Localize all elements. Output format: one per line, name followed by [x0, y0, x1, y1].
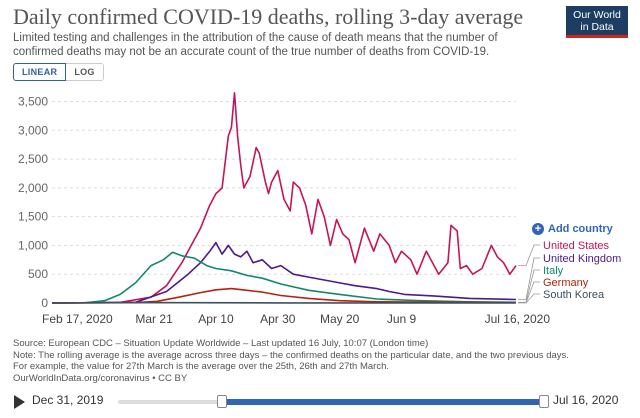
- owid-logo[interactable]: Our World in Data: [566, 6, 628, 38]
- legend-label-united-kingdom: United Kingdom: [543, 253, 621, 265]
- legend-label-south-korea: South Korea: [543, 289, 605, 301]
- series-line-germany: [51, 287, 517, 304]
- x-tick-label: Jun 9: [387, 312, 417, 326]
- chart-subtitle: Limited testing and challenges in the at…: [13, 32, 498, 58]
- linear-scale-button[interactable]: LINEAR: [13, 63, 67, 81]
- add-country-label: Add country: [548, 223, 613, 235]
- scale-toggle: LINEAR LOG: [13, 63, 104, 81]
- legend-label-germany: Germany: [543, 277, 589, 289]
- note-text-1: Note: The rolling average is the average…: [13, 349, 569, 361]
- legend-leader-line: [518, 269, 540, 303]
- y-tick-label: 3,000: [18, 123, 48, 137]
- x-tick-label: Apr 10: [198, 312, 234, 326]
- chart-footer: Source: European CDC – Situation Update …: [13, 338, 633, 384]
- y-tick-label: 1,500: [18, 210, 48, 224]
- x-tick-label: Mar 21: [135, 312, 173, 326]
- y-tick-label: 2,500: [18, 152, 48, 166]
- legend-leader-line: [518, 257, 540, 300]
- chart-title: Daily confirmed COVID-19 deaths, rolling…: [13, 4, 524, 29]
- timeline-end-handle[interactable]: [539, 395, 549, 408]
- series-line-italy: [51, 251, 517, 304]
- y-tick-label: 1,000: [18, 238, 48, 252]
- license-link[interactable]: OurWorldInData.org/coronavirus • CC BY: [13, 372, 188, 384]
- legend-label-italy: Italy: [543, 265, 564, 277]
- y-tick-label: 500: [28, 267, 48, 281]
- x-tick-label: Apr 30: [260, 312, 296, 326]
- series-line-united-kingdom: [51, 241, 517, 304]
- log-scale-button[interactable]: LOG: [66, 63, 104, 81]
- legend-label-united-states: United States: [543, 240, 610, 252]
- plus-icon: +: [532, 223, 544, 235]
- legend-leader-line: [518, 244, 540, 267]
- add-country-button[interactable]: + Add country: [532, 223, 613, 235]
- y-tick-label: 3,500: [18, 95, 48, 109]
- series-line-united-states: [51, 92, 517, 304]
- play-icon[interactable]: [14, 395, 25, 409]
- y-tick-label: 2,000: [18, 181, 48, 195]
- timeline-selected-range: [222, 399, 544, 405]
- logo-line-2: in Data: [580, 21, 614, 33]
- timeline-start-handle[interactable]: [217, 395, 227, 408]
- logo-line-1: Our World: [573, 9, 621, 21]
- y-tick-label: 0: [41, 296, 48, 310]
- legend-leader-line: [518, 293, 540, 304]
- source-text: Source: European CDC – Situation Update …: [13, 338, 429, 349]
- note-text-2: For example, the value for 27th March is…: [13, 361, 389, 372]
- x-tick-label: May 20: [320, 312, 360, 326]
- timeline-start-label: Dec 31, 2019: [32, 393, 104, 407]
- timeline-end-label: Jul 16, 2020: [553, 393, 619, 407]
- line-chart: 0 500 1,000 1,500 2,000 2,500 3,000 3,500 Feb 17…: [18, 92, 621, 326]
- timeline: Dec 31, 2019 Jul 16, 2020: [0, 388, 640, 414]
- x-tick-label: Jul 16, 2020: [485, 312, 551, 326]
- x-tick-label: Feb 17, 2020: [42, 312, 113, 326]
